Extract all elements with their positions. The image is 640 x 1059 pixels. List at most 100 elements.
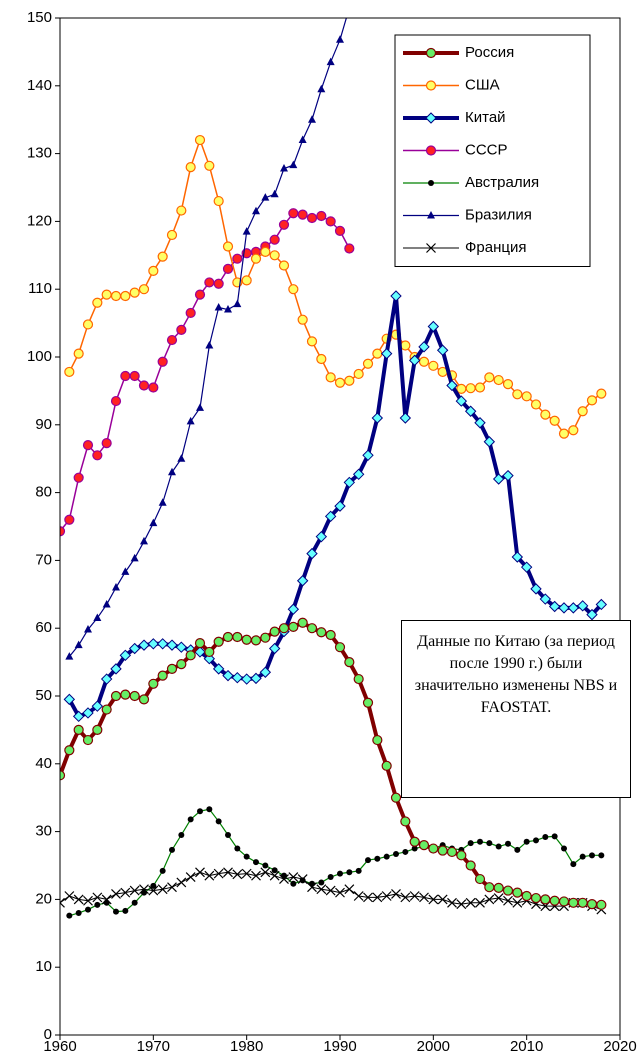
marker bbox=[512, 887, 523, 898]
marker bbox=[231, 671, 244, 684]
marker bbox=[381, 891, 392, 901]
marker bbox=[166, 639, 178, 651]
marker bbox=[92, 724, 103, 736]
marker bbox=[250, 672, 262, 685]
x-tick-label: 2020 bbox=[603, 1038, 636, 1054]
marker bbox=[334, 642, 346, 653]
marker bbox=[157, 670, 168, 681]
marker bbox=[100, 673, 113, 685]
marker bbox=[371, 412, 384, 424]
marker bbox=[344, 884, 355, 895]
marker bbox=[119, 649, 132, 662]
marker bbox=[214, 303, 223, 311]
marker bbox=[138, 694, 150, 705]
marker bbox=[596, 388, 607, 399]
legend-label: СССР bbox=[465, 141, 508, 158]
legend-label: Китай bbox=[465, 109, 506, 126]
marker bbox=[169, 846, 175, 853]
marker bbox=[233, 299, 242, 308]
marker bbox=[325, 629, 336, 641]
marker bbox=[428, 894, 439, 905]
marker bbox=[465, 860, 476, 871]
marker bbox=[558, 428, 570, 439]
marker bbox=[372, 734, 383, 746]
marker bbox=[73, 894, 84, 905]
marker bbox=[336, 35, 344, 43]
marker bbox=[409, 836, 420, 847]
marker bbox=[213, 868, 224, 879]
marker bbox=[505, 840, 511, 847]
marker bbox=[222, 631, 234, 643]
marker bbox=[215, 818, 222, 825]
marker bbox=[324, 510, 337, 523]
marker bbox=[110, 690, 122, 702]
marker bbox=[290, 880, 297, 887]
marker bbox=[353, 368, 364, 380]
legend-label: США bbox=[465, 76, 500, 93]
marker bbox=[241, 275, 252, 286]
marker bbox=[204, 870, 215, 881]
marker bbox=[561, 845, 567, 852]
marker bbox=[418, 840, 430, 851]
marker bbox=[551, 833, 558, 840]
marker bbox=[475, 897, 485, 908]
marker bbox=[408, 354, 421, 367]
marker bbox=[288, 284, 299, 295]
marker bbox=[427, 320, 440, 333]
marker bbox=[576, 600, 589, 612]
marker bbox=[101, 438, 112, 449]
marker bbox=[148, 382, 159, 393]
marker bbox=[315, 530, 328, 543]
marker bbox=[512, 897, 523, 908]
marker bbox=[353, 673, 364, 685]
marker bbox=[260, 867, 271, 878]
marker bbox=[83, 895, 93, 906]
y-tick-label: 110 bbox=[28, 280, 52, 297]
marker bbox=[337, 870, 343, 877]
y-tick-label: 150 bbox=[27, 9, 52, 26]
marker bbox=[85, 906, 91, 913]
marker bbox=[243, 853, 250, 860]
marker bbox=[60, 897, 65, 908]
marker bbox=[483, 436, 496, 448]
marker bbox=[474, 417, 486, 429]
marker bbox=[241, 868, 252, 879]
marker bbox=[492, 473, 505, 485]
marker bbox=[503, 895, 513, 906]
marker bbox=[185, 650, 196, 661]
marker bbox=[260, 246, 271, 258]
marker bbox=[149, 518, 158, 527]
marker bbox=[148, 885, 159, 896]
marker bbox=[158, 498, 167, 506]
marker bbox=[402, 848, 409, 855]
marker bbox=[533, 837, 539, 844]
marker bbox=[362, 358, 374, 369]
marker bbox=[577, 406, 588, 417]
marker bbox=[586, 395, 598, 406]
marker bbox=[334, 225, 346, 236]
legend-label: Франция bbox=[465, 239, 526, 256]
marker bbox=[512, 389, 523, 400]
marker bbox=[250, 635, 262, 646]
marker bbox=[195, 867, 205, 878]
marker bbox=[120, 290, 131, 302]
marker bbox=[568, 425, 579, 436]
marker bbox=[484, 894, 495, 905]
marker bbox=[194, 289, 206, 300]
marker bbox=[344, 243, 355, 254]
marker bbox=[166, 229, 178, 241]
marker bbox=[157, 251, 168, 262]
x-tick-label: 1990 bbox=[323, 1038, 356, 1054]
y-tick-label: 100 bbox=[27, 348, 52, 365]
marker bbox=[345, 3, 353, 11]
marker bbox=[206, 806, 213, 813]
marker bbox=[437, 894, 448, 905]
marker bbox=[418, 341, 430, 353]
marker bbox=[241, 634, 252, 645]
marker bbox=[150, 882, 157, 889]
marker bbox=[455, 395, 468, 407]
marker bbox=[344, 375, 355, 386]
marker bbox=[168, 467, 176, 476]
marker bbox=[493, 882, 504, 893]
